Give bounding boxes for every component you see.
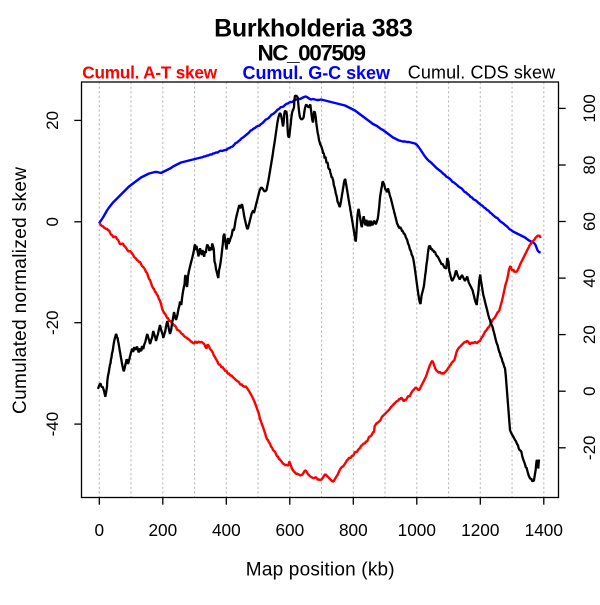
svg-text:-20: -20	[580, 436, 599, 461]
svg-text:0: 0	[95, 520, 105, 540]
svg-text:60: 60	[580, 212, 599, 231]
svg-text:600: 600	[275, 520, 304, 540]
svg-text:1000: 1000	[398, 520, 436, 540]
svg-text:80: 80	[580, 156, 599, 175]
svg-text:40: 40	[580, 269, 599, 288]
svg-text:NC_007509: NC_007509	[258, 41, 367, 66]
svg-text:800: 800	[339, 520, 368, 540]
svg-text:1200: 1200	[461, 520, 499, 540]
svg-text:0: 0	[43, 217, 62, 226]
svg-text:1400: 1400	[525, 520, 563, 540]
svg-text:100: 100	[580, 94, 599, 122]
svg-text:Cumul. G-C skew: Cumul. G-C skew	[243, 63, 391, 83]
svg-text:Map position (kb): Map position (kb)	[246, 560, 395, 581]
svg-text:-40: -40	[43, 412, 62, 437]
svg-text:400: 400	[212, 520, 241, 540]
svg-text:Cumulated normalized skew: Cumulated normalized skew	[10, 167, 31, 414]
svg-text:Cumul. A-T skew: Cumul. A-T skew	[82, 62, 217, 82]
svg-text:20: 20	[580, 325, 599, 344]
svg-text:200: 200	[148, 520, 177, 540]
svg-text:-20: -20	[43, 310, 62, 335]
svg-text:Cumul. CDS skew: Cumul. CDS skew	[408, 62, 556, 82]
svg-text:20: 20	[43, 111, 62, 130]
svg-text:0: 0	[580, 386, 599, 395]
svg-text:Burkholderia 383: Burkholderia 383	[214, 14, 413, 42]
